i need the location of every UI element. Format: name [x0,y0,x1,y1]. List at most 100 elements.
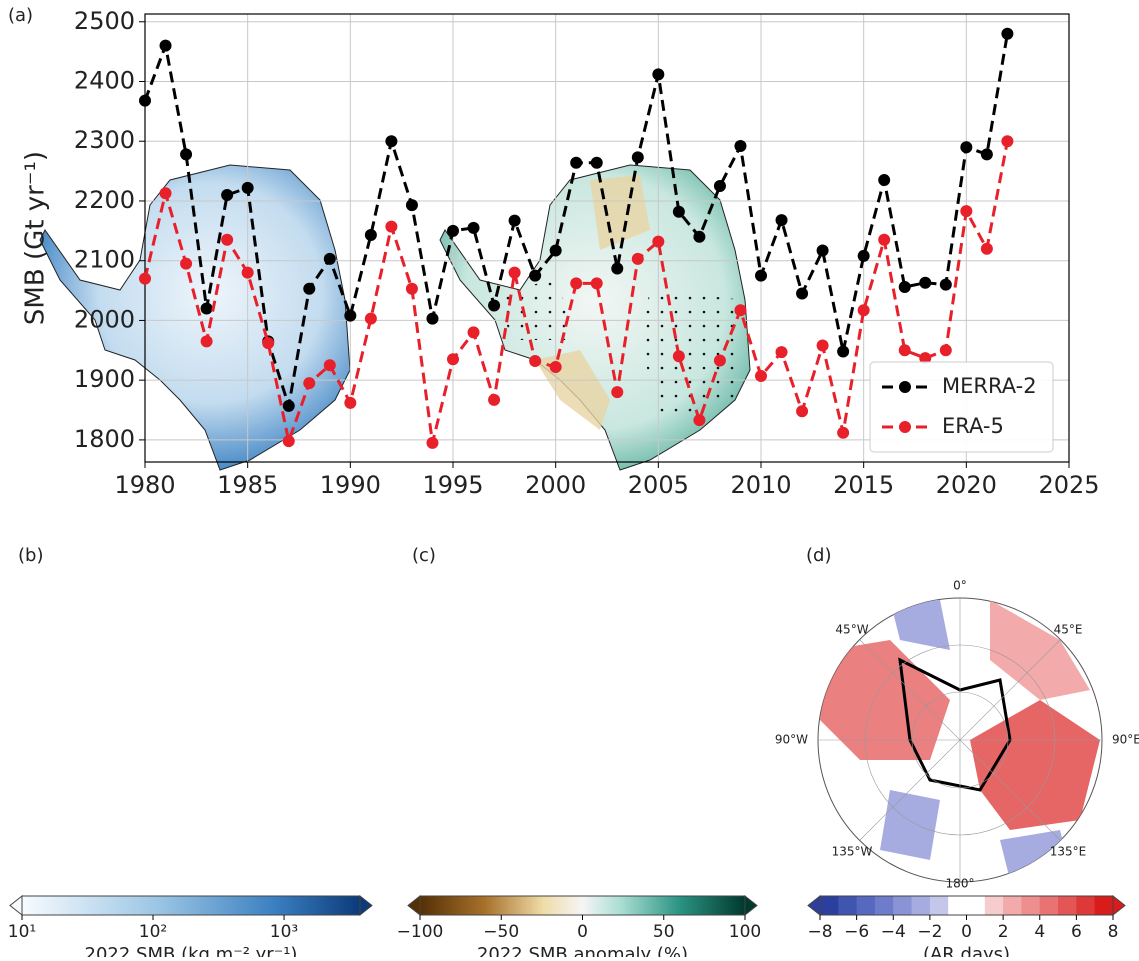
data-point [180,257,193,270]
data-point [159,187,172,200]
data-point [837,345,850,358]
data-point [344,396,357,409]
x-tick-label: 1995 [422,471,483,499]
data-point [488,299,501,312]
data-point [282,435,295,448]
colorbar [22,896,360,915]
data-point [631,252,644,265]
data-point [385,220,398,233]
colorbar-tick-label: −4 [881,922,906,942]
x-tick-label: 2000 [525,471,586,499]
data-point [221,188,234,201]
colorbar-tick-label: 8 [1108,922,1119,942]
data-point [713,180,726,193]
data-point [303,377,316,390]
y-tick-label: 2100 [74,246,135,274]
data-point [426,436,439,449]
colorbar-cell [1094,896,1114,915]
map-label: 0° [953,579,967,593]
coastline [898,657,1012,792]
data-point [631,151,644,164]
data-point [508,214,521,227]
data-point [878,174,891,187]
colorbar-extend [359,894,373,917]
colorbar-cell [1076,896,1096,915]
data-point [590,156,603,169]
data-point [693,414,706,427]
stippling [500,280,745,420]
colorbar-tick-label: −50 [483,922,519,942]
colorbar-tick-label: 100 [729,922,761,942]
colorbar [420,896,745,915]
data-point [323,252,336,265]
data-point [447,224,459,237]
data-point [385,135,398,148]
colorbar-cell [1058,896,1077,915]
map-region [970,700,1100,830]
colorbar-cell [893,896,913,915]
data-point [672,205,685,218]
y-tick-label: 2000 [74,305,135,333]
map-label: 90°E [1112,733,1139,747]
data-point [180,148,193,161]
colorbar-tick-label: 6 [1071,922,1082,942]
colorbar-extend [9,894,23,917]
data-point [467,221,480,234]
antarctica-map [39,164,351,471]
colorbar-cell [838,896,858,915]
data-point [159,39,172,52]
parallel [864,644,1056,836]
data-point [611,262,624,275]
map-region [880,600,1070,880]
panel-label: (a) [8,5,33,26]
data-point [467,326,480,339]
data-point [1001,27,1014,40]
colorbar-extend [807,894,821,917]
y-tick-label: 2500 [74,7,135,35]
x-tick-label: 2025 [1038,471,1099,499]
colorbar-cell [948,896,967,915]
colorbar-cell [1039,896,1059,915]
colorbar-tick-label: 0 [961,922,972,942]
data-point [672,350,685,363]
data-point [549,244,562,257]
x-tick-label: 2020 [936,471,997,499]
legend-marker [899,381,911,393]
data-point [139,94,151,107]
data-point [837,426,850,439]
data-point [980,242,993,255]
colorbar-cell [966,896,986,915]
data-point [796,405,809,418]
legend-box [869,361,1054,453]
x-tick-label: 2005 [628,471,689,499]
colorbar-tick-label: −2 [917,922,942,942]
data-point [980,148,993,161]
colorbar-tick-label: −8 [807,922,832,942]
data-point [960,205,973,218]
data-point [939,278,952,291]
data-point [775,214,788,227]
data-point [570,277,583,290]
data-point [139,272,151,285]
data-point [857,249,870,262]
data-point [693,230,706,243]
data-point [200,335,213,348]
colorbar-label: (AR days) [923,944,1010,957]
map-region [990,600,1090,700]
y-tick-label: 2400 [74,66,135,94]
colorbar-tick-label: 50 [653,922,675,942]
data-point [590,277,603,290]
colorbar-tick-label: −6 [844,922,869,942]
data-point [713,354,726,367]
colorbar-cell [874,896,894,915]
data-point [898,280,911,293]
data-point [364,312,377,325]
data-point [221,233,234,246]
data-point [652,68,665,81]
colorbar-tick-label: 10³ [270,922,298,942]
legend-label: ERA-5 [942,414,1004,438]
data-point [241,266,254,279]
data-point [857,304,870,317]
colorbar-frame [21,895,361,916]
data-point [775,346,788,359]
